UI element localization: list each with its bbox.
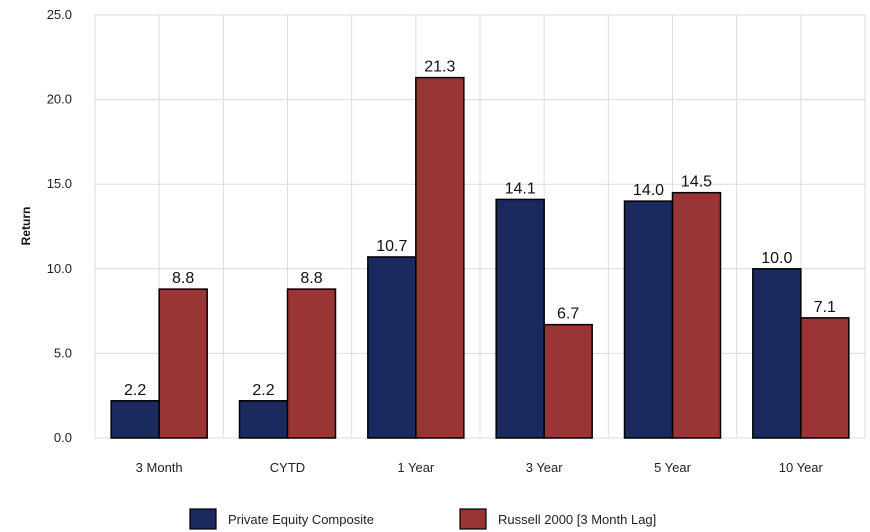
bar-russell-2000-0: [158, 288, 208, 439]
data-label: 6.7: [557, 306, 579, 323]
x-tick-label: CYTD: [270, 460, 305, 475]
data-label: 10.7: [376, 238, 407, 255]
x-tick-label: 5 Year: [654, 460, 692, 475]
bar-private-equity-1: [238, 400, 289, 439]
data-label: 14.1: [505, 180, 536, 197]
data-labels: 2.2 8.8 2.2 8.8 10.7 21.3 14.1 6.7 14.0 14.5 10.0 7…: [124, 59, 836, 399]
bar-russell-2000-5: [800, 317, 850, 439]
bar-russell-2000-2: [415, 76, 465, 439]
x-tick-label: 3 Month: [136, 460, 183, 475]
legend: Private Equity Composite Russell 2000 [3 …: [189, 508, 656, 530]
data-label: 14.5: [681, 174, 712, 191]
data-label: 2.2: [252, 382, 274, 399]
data-label: 2.2: [124, 382, 146, 399]
y-tick-label: 20.0: [47, 92, 72, 107]
bar-private-equity-3: [495, 198, 545, 439]
bar-private-equity-2: [367, 256, 417, 439]
y-tick-label: 0.0: [54, 430, 72, 445]
bar-russell-2000-1: [286, 288, 337, 439]
data-label: 8.8: [172, 270, 194, 287]
gridlines: [94, 14, 866, 439]
y-tick-label: 15.0: [47, 176, 72, 191]
bar-russell-2000-3: [543, 323, 593, 439]
y-tick-label: 5.0: [54, 345, 72, 360]
bar-russell-2000-4: [671, 191, 722, 439]
data-label: 21.3: [424, 59, 455, 76]
data-label: 14.0: [633, 182, 664, 199]
x-tick-label: 3 Year: [526, 460, 564, 475]
x-tick-labels: 3 Month CYTD 1 Year 3 Year 5 Year 10 Year: [136, 460, 824, 475]
bar-private-equity-5: [752, 268, 802, 439]
bar-private-equity-0: [110, 400, 160, 439]
y-axis-title: Return: [19, 207, 33, 246]
y-tick-labels: 0.0 5.0 10.0 15.0 20.0 25.0: [47, 7, 72, 445]
y-tick-label: 25.0: [47, 7, 72, 22]
x-tick-label: 1 Year: [397, 460, 435, 475]
legend-label: Private Equity Composite: [228, 512, 374, 527]
legend-label: Russell 2000 [3 Month Lag]: [498, 512, 656, 527]
y-tick-label: 10.0: [47, 261, 72, 276]
data-label: 10.0: [761, 250, 792, 267]
legend-swatch: [189, 508, 217, 530]
data-label: 7.1: [814, 299, 836, 316]
bar-private-equity-4: [623, 200, 674, 439]
x-tick-label: 10 Year: [779, 460, 824, 475]
legend-swatch: [459, 508, 487, 530]
bars: [110, 76, 850, 439]
data-label: 8.8: [300, 270, 322, 287]
